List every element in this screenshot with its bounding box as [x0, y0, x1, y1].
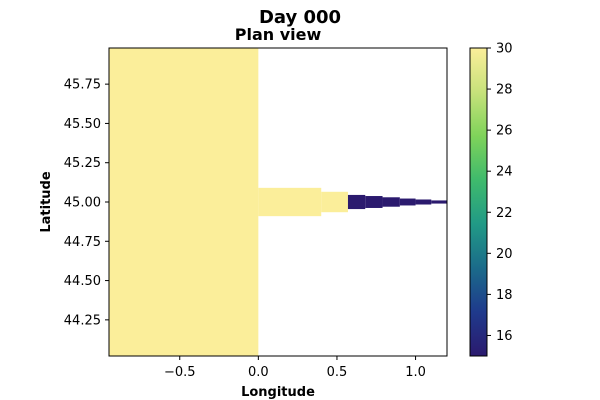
data-cell — [415, 199, 432, 205]
figure-title: Day 000 — [259, 7, 341, 28]
colorbar-tick-label: 28 — [496, 83, 513, 98]
y-tick-label: 45.50 — [64, 117, 101, 132]
colorbar-ticks: 16 18 20 22 24 26 28 30 — [487, 42, 513, 344]
colorbar-tick-label: 16 — [496, 329, 513, 344]
y-tick-label: 44.75 — [64, 235, 101, 250]
data-cell — [258, 187, 322, 217]
y-axis-label: Latitude — [39, 171, 54, 233]
data-cell — [347, 194, 366, 210]
colorbar — [469, 47, 488, 357]
data-cell — [399, 198, 416, 206]
y-tick-label: 45.25 — [64, 156, 101, 171]
x-tick-label: 1.0 — [405, 365, 426, 380]
colorbar-tick-label: 24 — [496, 165, 513, 180]
data-cell — [321, 191, 348, 213]
colorbar-tick-label: 22 — [496, 206, 513, 221]
colorbar-tick-label: 20 — [496, 247, 513, 262]
y-tick-label: 45.75 — [64, 78, 101, 93]
y-tick-label: 45.00 — [64, 196, 101, 211]
x-axis-label: Longitude — [241, 385, 315, 400]
x-tick-label: −0.5 — [164, 365, 196, 380]
data-cell — [109, 48, 259, 356]
y-tick-label: 44.50 — [64, 274, 101, 289]
data-cell — [431, 200, 447, 204]
colorbar-tick-label: 18 — [496, 288, 513, 303]
data-cell — [365, 196, 383, 208]
x-axis-ticks: −0.5 0.0 0.5 1.0 — [164, 356, 426, 380]
plot-title: Plan view — [235, 25, 322, 44]
y-axis-ticks: 44.25 44.50 44.75 45.00 45.25 45.50 45.75 — [64, 78, 109, 328]
plot-cells — [109, 48, 447, 356]
colorbar-tick-label: 30 — [496, 42, 513, 57]
x-tick-label: 0.0 — [248, 365, 269, 380]
data-cell — [382, 197, 400, 207]
y-tick-label: 44.25 — [64, 313, 101, 328]
colorbar-tick-label: 26 — [496, 124, 513, 139]
x-tick-label: 0.5 — [327, 365, 348, 380]
